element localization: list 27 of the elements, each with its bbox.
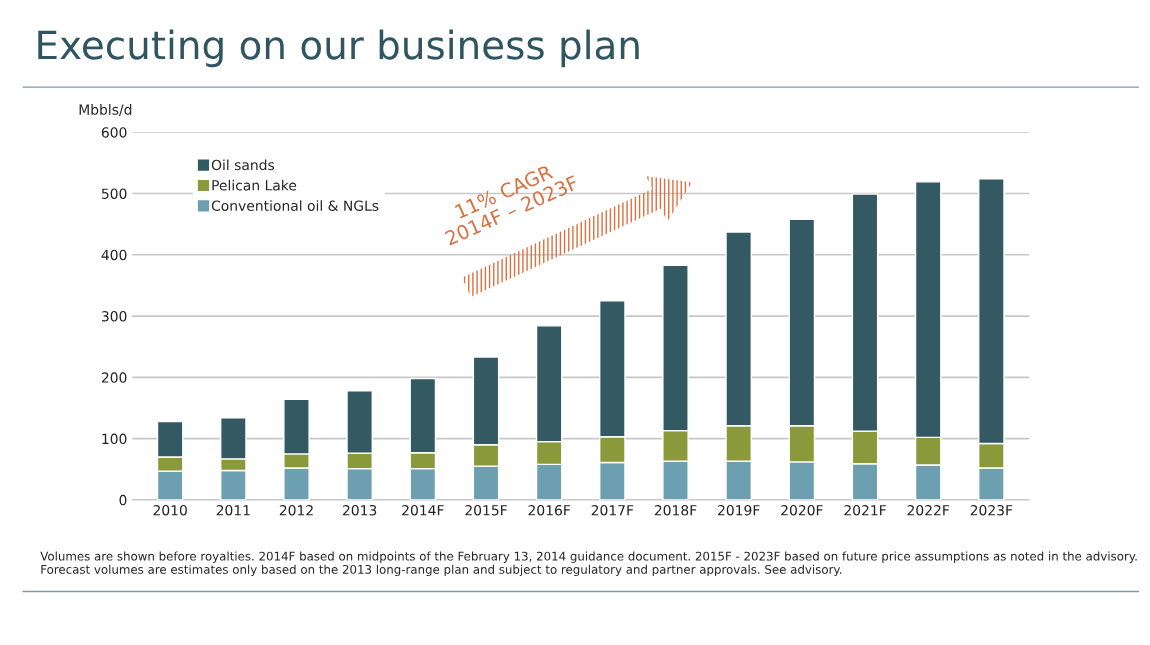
- legend-label: Conventional oil & NGLs: [211, 200, 379, 211]
- x-tick-label: 2017F: [591, 504, 634, 516]
- x-tick-label: 2023F: [970, 504, 1013, 516]
- text: Volumes are shown before royalties. 2014F based on midpoints of the February 13, 2014 guidance document. 2015F - 2023F based on future price assumptions as noted in the advisory. Forecast volumes are estimates only based on the 2013 long-range plan and subject to regulatory and partner approvals. See advisory.: [40, 551, 1137, 577]
- y-tick-label: 200: [101, 372, 127, 383]
- x-tick-label: 2019F: [718, 504, 760, 516]
- y-axis-title: Mbbls/d: [79, 104, 132, 116]
- x-tick-label: 2010: [153, 504, 187, 516]
- x-tick-label: 2021F: [844, 504, 886, 516]
- legend-label: Oil sands: [211, 159, 275, 171]
- x-tick-label: 2013: [343, 504, 377, 516]
- y-tick-label: 0: [119, 494, 127, 506]
- x-tick-label: 2015F: [465, 504, 507, 516]
- x-tick-label: 2022F: [907, 504, 950, 516]
- x-tick-label: 2012: [279, 504, 313, 516]
- y-tick-label: 100: [102, 433, 127, 445]
- y-tick-label: 300: [101, 311, 127, 322]
- x-tick-label: 2011: [216, 504, 250, 516]
- legend-label: Pelican Lake: [212, 179, 297, 191]
- x-tick-label: 2014F: [402, 504, 444, 516]
- x-tick-label: 2020F: [781, 504, 823, 516]
- chart-title: Executing on our business plan: [38, 29, 639, 68]
- x-tick-label: 2016F: [528, 504, 571, 516]
- x-tick-label: 2018F: [654, 504, 697, 516]
- y-tick-label: 600: [101, 127, 127, 138]
- y-tick-label: 500: [101, 188, 127, 199]
- y-tick-label: 400: [101, 249, 127, 261]
